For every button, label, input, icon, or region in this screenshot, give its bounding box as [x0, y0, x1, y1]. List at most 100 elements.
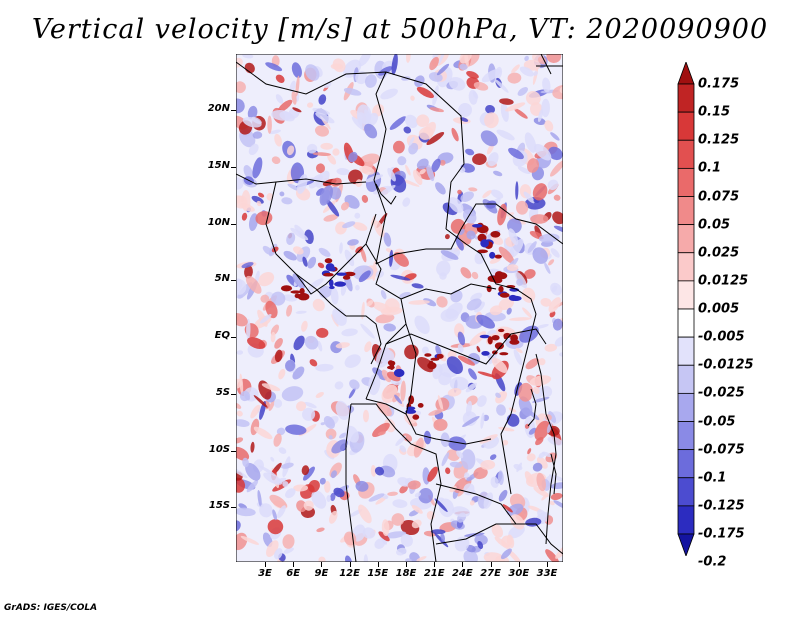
- velocity-patch: [422, 346, 429, 354]
- lat-tick-label: 10N: [207, 216, 230, 228]
- velocity-patch: [363, 554, 369, 562]
- velocity-patch: [348, 151, 358, 163]
- velocity-patch: [541, 451, 552, 458]
- lon-tick-label: 6E: [286, 568, 301, 579]
- velocity-patch: [383, 232, 392, 247]
- velocity-patch: [375, 313, 395, 324]
- colorbar-level-label: 0.0125: [698, 273, 749, 289]
- velocity-patch: [498, 246, 515, 264]
- velocity-patch: [462, 415, 480, 428]
- velocity-patch: [466, 298, 482, 311]
- velocity-patch: [236, 507, 256, 517]
- strong-velocity-cell: [424, 353, 432, 357]
- velocity-patch: [295, 310, 307, 314]
- velocity-patch: [273, 548, 283, 560]
- velocity-patch: [432, 54, 440, 60]
- velocity-patch: [411, 519, 422, 529]
- velocity-patch: [408, 142, 419, 155]
- velocity-patch: [378, 66, 393, 76]
- velocity-patch: [326, 199, 340, 217]
- velocity-patch: [517, 87, 528, 96]
- velocity-patch: [252, 157, 263, 179]
- velocity-patch: [397, 156, 407, 166]
- velocity-patch: [349, 379, 360, 390]
- velocity-patch: [312, 298, 325, 312]
- velocity-patch: [541, 493, 549, 501]
- velocity-patch: [392, 140, 405, 154]
- lat-tick-label: 20N: [207, 103, 230, 114]
- lon-tick-label: 3E: [258, 568, 272, 579]
- velocity-patch: [364, 123, 378, 139]
- colorbar-swatch: [677, 477, 695, 507]
- velocity-patch: [257, 489, 262, 508]
- velocity-patch: [553, 225, 563, 234]
- velocity-patch: [392, 499, 408, 508]
- colorbar-level-label: -0.2: [698, 554, 727, 570]
- velocity-patch: [404, 410, 418, 424]
- velocity-patch: [274, 338, 283, 349]
- velocity-patch: [302, 407, 316, 421]
- velocity-patch: [407, 480, 421, 490]
- velocity-patch: [446, 356, 463, 375]
- velocity-patch: [428, 408, 444, 416]
- velocity-patch: [546, 54, 562, 64]
- velocity-patch: [541, 98, 551, 118]
- velocity-patch: [315, 170, 330, 188]
- velocity-patch: [372, 260, 377, 281]
- velocity-patch: [323, 416, 335, 429]
- velocity-patch: [289, 80, 296, 93]
- velocity-patch: [506, 264, 519, 272]
- lat-tick-label: 10S: [208, 443, 230, 455]
- velocity-patch: [451, 127, 459, 142]
- velocity-patch: [489, 257, 501, 264]
- velocity-patch: [318, 247, 331, 257]
- lat-tick-label: EQ: [214, 330, 230, 341]
- velocity-patch: [471, 271, 479, 280]
- velocity-patch: [358, 270, 371, 283]
- lat-tick-label: 5S: [215, 386, 230, 398]
- velocity-patch: [469, 500, 475, 506]
- velocity-patch: [553, 500, 563, 509]
- velocity-patch: [279, 191, 285, 197]
- lat-tick-label: 15N: [207, 159, 230, 171]
- lon-tick: [547, 562, 548, 567]
- velocity-patch: [394, 394, 403, 405]
- velocity-patch: [355, 179, 363, 187]
- velocity-patch: [400, 533, 413, 547]
- velocity-patch: [344, 249, 355, 267]
- velocity-patch: [500, 102, 509, 122]
- velocity-patch: [463, 549, 478, 562]
- velocity-patch: [552, 211, 563, 225]
- velocity-patch: [491, 524, 504, 538]
- velocity-patch: [460, 117, 469, 122]
- lon-tick-label: 27E: [480, 568, 501, 579]
- velocity-patch: [466, 71, 479, 79]
- strong-velocity-cell: [324, 258, 333, 264]
- velocity-patch: [525, 91, 541, 106]
- velocity-patch: [250, 441, 255, 453]
- velocity-patch: [283, 250, 297, 261]
- lat-tick-label: 15S: [208, 500, 230, 512]
- velocity-patch: [278, 368, 286, 380]
- velocity-patch: [529, 375, 552, 386]
- colorbar-swatch: [677, 252, 695, 282]
- velocity-patch: [460, 449, 476, 470]
- lat-tick: [231, 223, 236, 225]
- velocity-patch: [327, 154, 337, 165]
- velocity-patch: [533, 486, 549, 497]
- lat-tick-label: 5N: [214, 273, 230, 285]
- velocity-patch: [319, 477, 326, 485]
- velocity-patch: [368, 373, 381, 396]
- velocity-patch: [316, 527, 325, 533]
- velocity-patch: [459, 54, 472, 64]
- velocity-patch: [276, 427, 286, 436]
- velocity-patch: [334, 381, 344, 390]
- velocity-patch: [440, 533, 445, 542]
- velocity-patch: [482, 190, 492, 199]
- velocity-patch: [267, 115, 272, 134]
- velocity-patch: [404, 114, 418, 129]
- velocity-patch: [257, 309, 268, 327]
- velocity-patch: [502, 439, 509, 446]
- velocity-patch: [414, 315, 430, 335]
- velocity-patch: [436, 260, 451, 277]
